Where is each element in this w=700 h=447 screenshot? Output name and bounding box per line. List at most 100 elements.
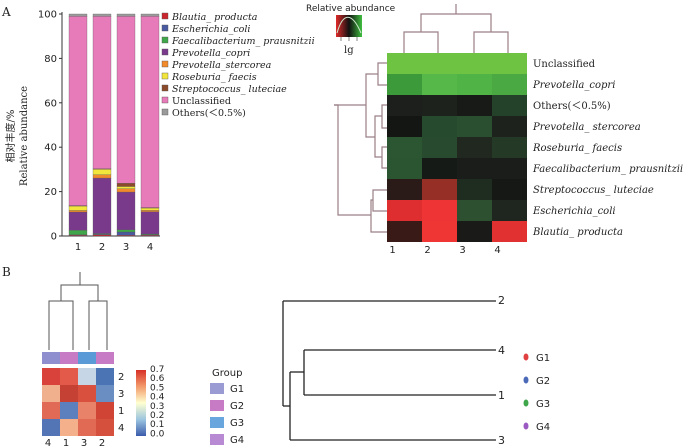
heatmap-cell: [457, 158, 492, 179]
x-tick-label: 1: [75, 242, 81, 253]
bar-segment: [116, 188, 136, 193]
corr-scale-tick: 0.5: [150, 383, 164, 393]
corr-group-bar: [60, 352, 78, 364]
corr-col-label: 1: [63, 438, 69, 447]
heatmap-cell: [492, 95, 527, 116]
correlation-heatmap: 4 1 3 2 2 3 1 4 0.70.60.50.40.30.20.10.0: [42, 272, 165, 447]
heatmap-row-label: Escherichia_coli: [532, 206, 616, 217]
y-tick-label: 80: [44, 54, 57, 65]
group-legend-label: G3: [230, 418, 244, 429]
heatmap-cell: [492, 116, 527, 137]
sample-dendrogram: 2 4 1 3: [282, 294, 505, 447]
heatmap-row-label: Others(＜0.5%): [533, 101, 611, 112]
bar-segment: [116, 16, 136, 184]
legend-label: Roseburia_ faecis: [171, 72, 257, 83]
heatmap-cell: [492, 74, 527, 95]
legend-label: Unclassified: [172, 96, 231, 107]
y-tick-label: 0: [51, 232, 57, 243]
corr-scale-tick: 0.4: [150, 393, 165, 403]
color-key-density-curve: [336, 16, 362, 34]
corr-cell: [42, 419, 60, 436]
legend-label: Prevotella_stercorea: [171, 60, 272, 71]
heatmap-cell: [457, 221, 492, 242]
group-legend: Group G1 G2 G3 G4: [210, 368, 244, 446]
dot-legend-marker: [523, 399, 529, 407]
y-tick-label: 20: [44, 187, 57, 198]
legend-label: Streptococcus_ luteciae: [172, 84, 287, 95]
corr-col-label: 4: [45, 438, 51, 447]
heatmap-cell: [422, 95, 457, 116]
heatmap-row-label: Streptococcus_ luteciae: [533, 185, 654, 196]
bar-segment: [68, 205, 88, 211]
corr-cell: [60, 402, 78, 419]
corr-cell: [42, 402, 60, 419]
bar-segment: [92, 174, 112, 179]
y-tick-label: 100: [38, 10, 57, 21]
heatmap-cell: [457, 137, 492, 158]
heatmap-cell: [387, 137, 422, 158]
heatmap-cell: [492, 221, 527, 242]
heatmap-cell: [457, 74, 492, 95]
corr-group-bar: [96, 352, 114, 364]
group-legend-label: G4: [230, 435, 244, 446]
corr-col-label: 3: [81, 438, 87, 447]
heatmap-col-label: 2: [424, 245, 430, 256]
dot-legend-label: G1: [536, 353, 550, 364]
heatmap-row-label: Unclassified: [533, 59, 596, 70]
group-legend-swatch: [210, 434, 224, 445]
color-key-label: lg: [344, 45, 354, 56]
legend-swatch: [161, 108, 169, 116]
corr-scale-tick: 0.0: [150, 429, 165, 439]
bar-segment: [116, 186, 136, 189]
heatmap-cell: [492, 53, 527, 74]
corr-cell: [78, 385, 96, 402]
tree-leaf-label: 1: [498, 389, 505, 402]
heatmap-title: Relative abundance: [306, 4, 396, 14]
heatmap-cell: [492, 179, 527, 200]
heatmap-cell: [387, 53, 422, 74]
heatmap-row-label: Prevotella_ stercorea: [532, 122, 641, 133]
x-tick-label: 4: [147, 242, 153, 253]
corr-scale-tick: 0.7: [150, 365, 164, 375]
corr-cell: [96, 385, 114, 402]
heatmap-cell: [422, 137, 457, 158]
corr-cell: [96, 402, 114, 419]
legend-label: Escherichia_coli: [171, 24, 250, 35]
heatmap-row-label: Roseburia_ faecis: [532, 143, 622, 154]
corr-row-label: 2: [118, 372, 124, 383]
corr-cell: [78, 402, 96, 419]
corr-cell: [60, 419, 78, 436]
heatmap-cell: [387, 200, 422, 221]
bar-segment: [116, 191, 136, 230]
group-legend-title: Group: [212, 368, 242, 379]
tree-leaf-label: 4: [498, 344, 505, 357]
bar-segment: [68, 13, 88, 17]
bar-segment: [140, 16, 160, 208]
legend-swatch: [161, 84, 169, 92]
dot-group-legend: G1 G2 G3 G4: [523, 353, 550, 433]
heatmap-cell: [457, 53, 492, 74]
corr-cell: [42, 385, 60, 402]
heatmap-row-label: Blautia_ producta: [532, 227, 623, 238]
corr-row-label: 1: [118, 406, 124, 417]
heatmap-cell: [492, 158, 527, 179]
legend-swatch: [161, 12, 169, 20]
corr-cell: [60, 385, 78, 402]
dot-legend-label: G4: [536, 422, 550, 433]
group-legend-swatch: [210, 417, 224, 428]
dot-legend-marker: [523, 353, 529, 361]
heatmap-row-label: Faecalibacterium_ prausnitzii: [532, 164, 683, 175]
bar-segment: [116, 231, 136, 236]
heatmap-cell: [387, 74, 422, 95]
stacked-bar-legend: Blautia_ productaEscherichia_coliFaecali…: [161, 12, 315, 119]
tree-leaf-label: 3: [498, 434, 505, 447]
bar-segment: [92, 234, 112, 237]
row-dendrogram: [334, 62, 387, 233]
bar-segment: [116, 183, 136, 187]
corr-scale-tick: 0.1: [150, 420, 164, 430]
heatmap-cell: [387, 179, 422, 200]
heatmap-cell: [387, 116, 422, 137]
legend-swatch: [161, 72, 169, 80]
bar-segment: [68, 211, 88, 231]
